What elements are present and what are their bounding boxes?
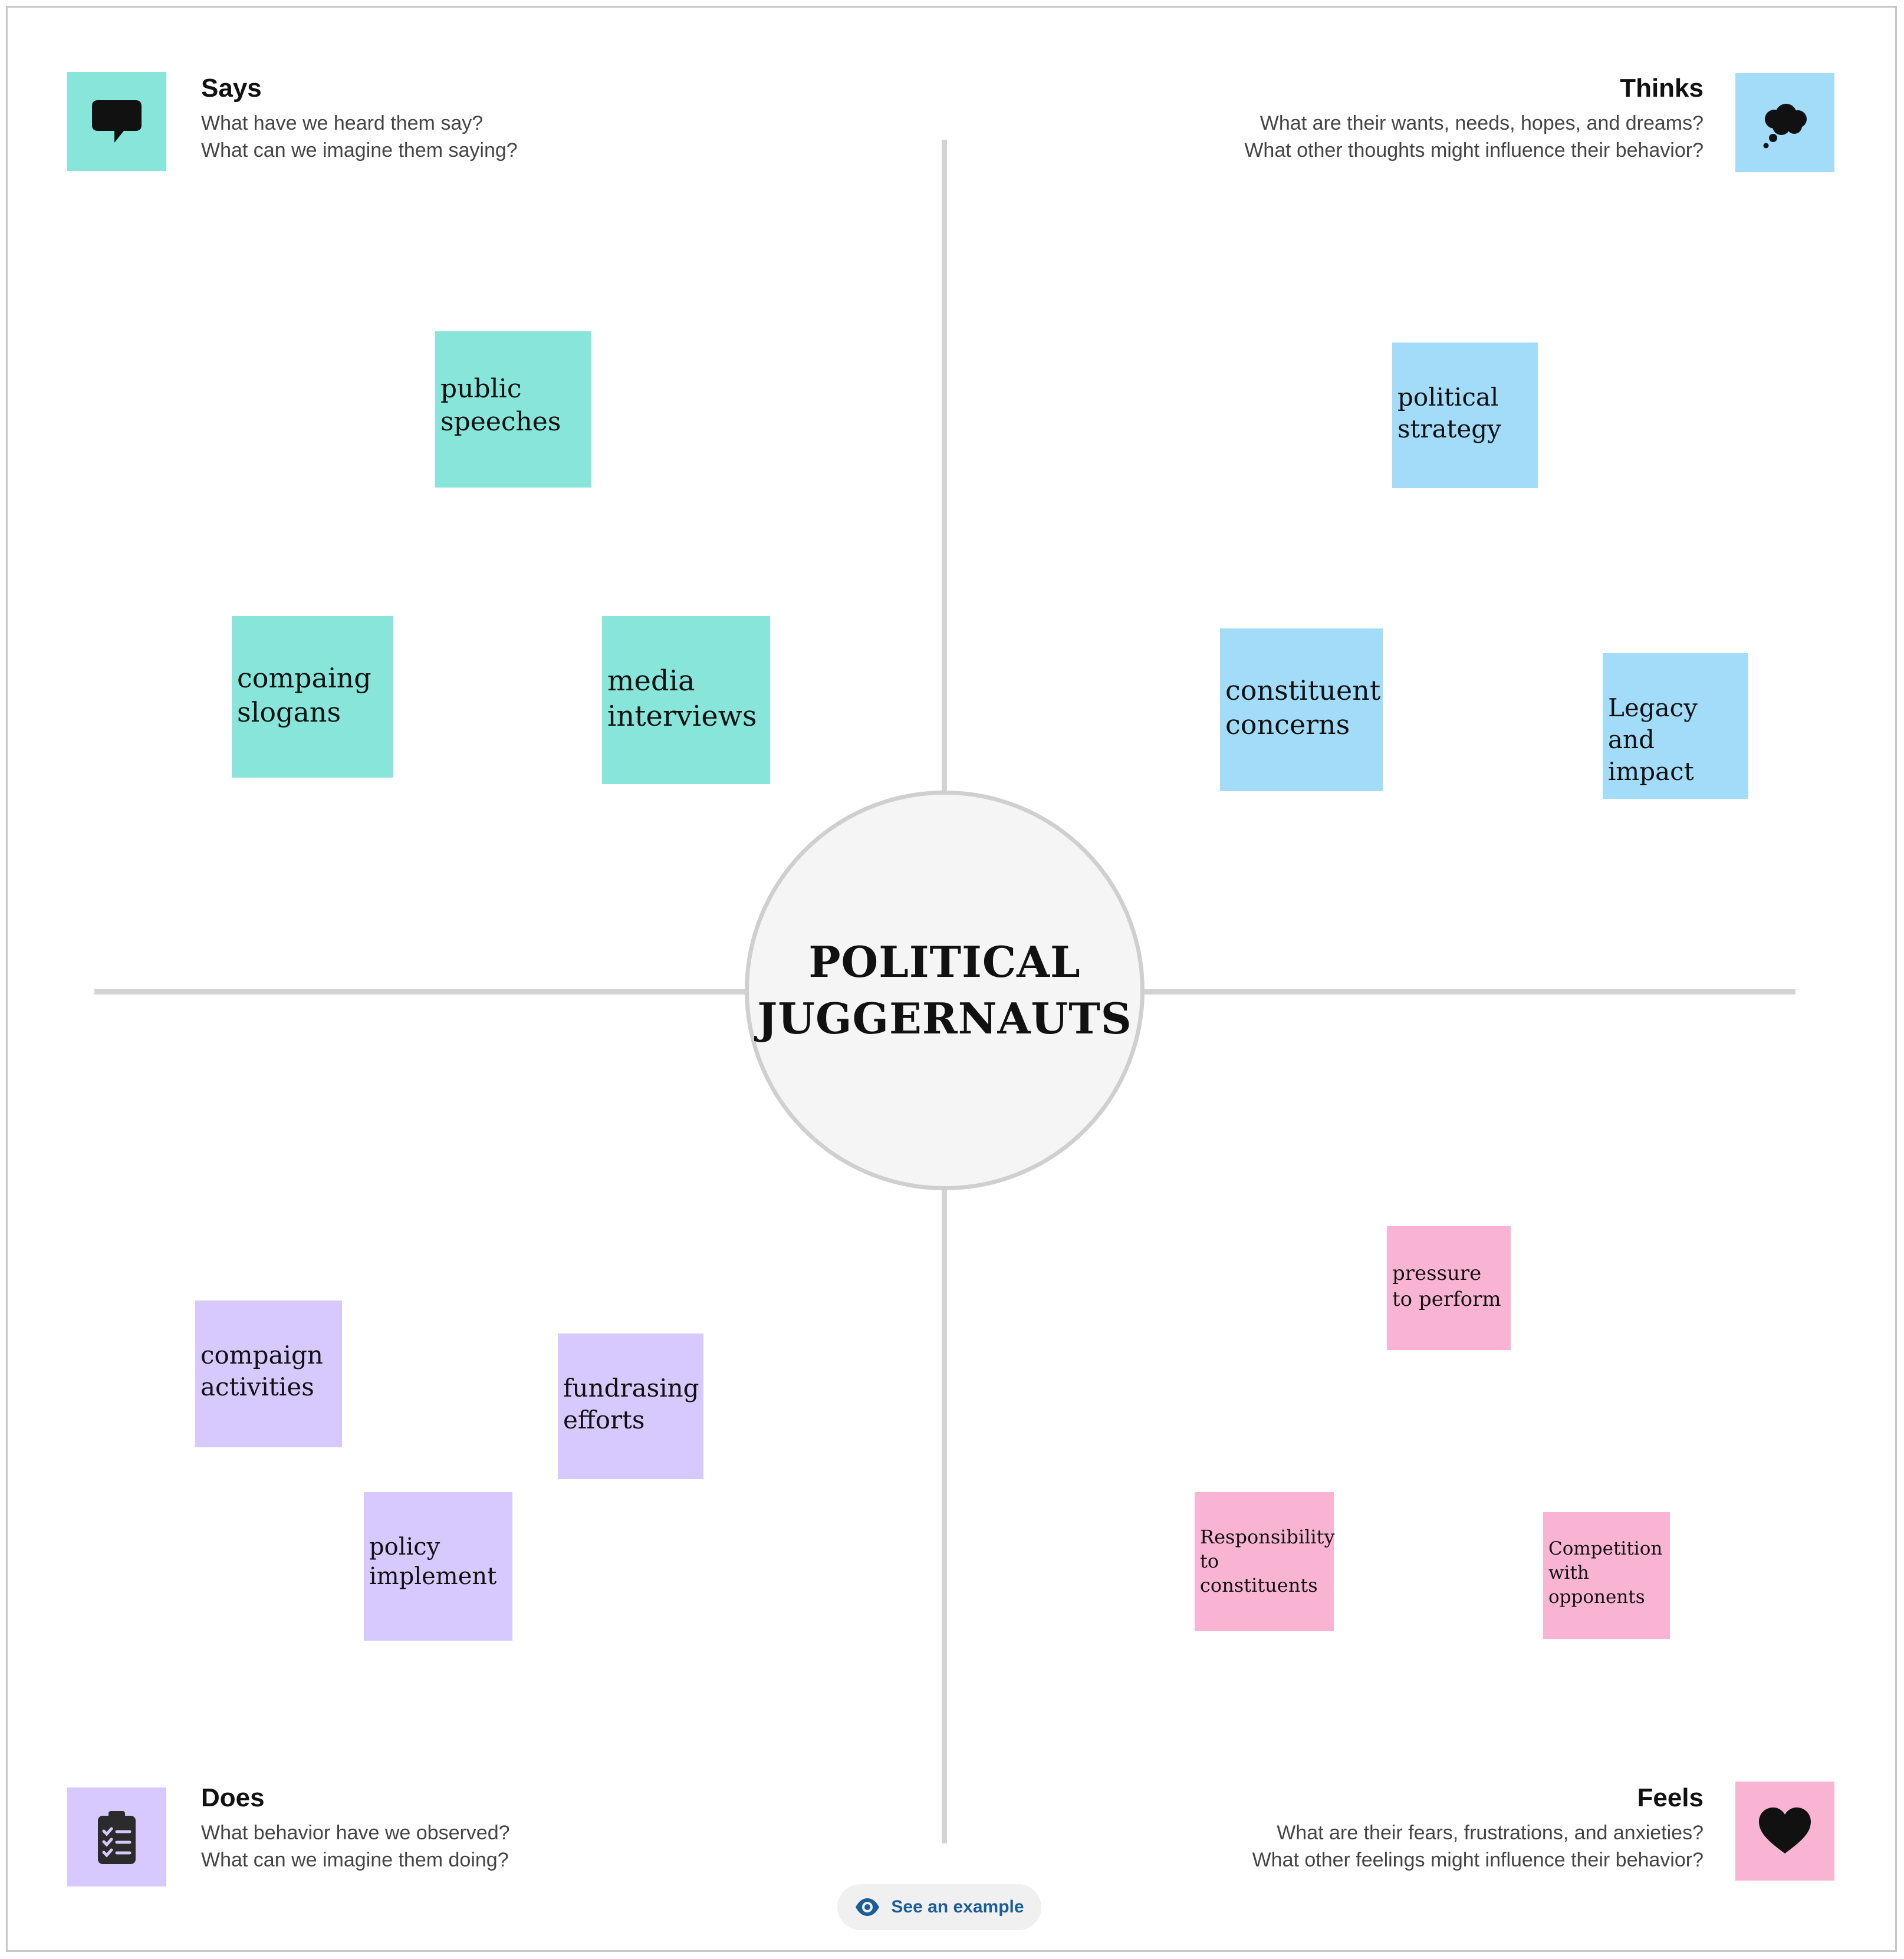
sticky-note-text: Responsibility to constituents <box>1200 1526 1335 1596</box>
thinks-title: Thinks <box>1620 74 1704 103</box>
feels-title: Feels <box>1637 1783 1704 1812</box>
sticky-note-text: Legacy and impact <box>1608 693 1698 786</box>
sticky-note[interactable]: Legacy and impact <box>1603 653 1748 799</box>
sticky-note[interactable]: compaign activities <box>195 1300 342 1447</box>
sticky-note[interactable]: compaing slogans <box>232 616 393 778</box>
sticky-note[interactable]: Competition with opponents <box>1543 1512 1670 1639</box>
feels-icon-tile <box>1735 1782 1834 1881</box>
sticky-note[interactable]: public speeches <box>435 331 591 488</box>
persona-title-line1: POLITICAL <box>808 937 1081 987</box>
sticky-note[interactable]: constituent concerns <box>1220 628 1383 791</box>
sticky-note[interactable]: political strategy <box>1392 343 1538 488</box>
sticky-note-text: compaing slogans <box>237 662 371 728</box>
thinks-header: Thinks What are their wants, needs, hope… <box>1244 72 1704 164</box>
horizontal-axis-right <box>1143 989 1796 995</box>
sticky-note[interactable]: Responsibility to constituents <box>1195 1492 1335 1631</box>
persona-title-line2: JUGGERNAUTS <box>757 993 1132 1043</box>
speech-bubble-icon <box>92 100 142 143</box>
feels-prompt-1: What are their fears, frustrations, and … <box>1277 1822 1704 1844</box>
sticky-note-text: fundrasing efforts <box>563 1374 699 1434</box>
sticky-note-text: Competition with opponents <box>1548 1538 1663 1608</box>
sticky-note[interactable]: pressure to perform <box>1387 1226 1511 1350</box>
clipboard-checklist-icon <box>98 1811 136 1864</box>
sticky-note-text: compaign activities <box>200 1341 323 1401</box>
says-icon-tile <box>67 72 166 171</box>
does-header: Does What behavior have we observed? Wha… <box>201 1782 510 1874</box>
does-title: Does <box>201 1783 265 1812</box>
persona-circle[interactable]: POLITICAL JUGGERNAUTS <box>745 791 1145 1190</box>
sticky-note[interactable]: fundrasing efforts <box>558 1334 703 1479</box>
vertical-axis-bottom <box>942 1190 947 1843</box>
horizontal-axis-left <box>94 989 746 995</box>
thought-cloud-icon <box>1763 104 1807 149</box>
vertical-axis-top <box>942 140 947 792</box>
does-icon-tile <box>67 1787 166 1886</box>
sticky-note-text: pressure to perform <box>1392 1262 1501 1311</box>
sticky-note[interactable]: media interviews <box>602 616 770 784</box>
heart-icon <box>1759 1807 1811 1853</box>
feels-prompt-2: What other feelings might influence thei… <box>1252 1849 1704 1871</box>
sticky-note[interactable]: policy implement <box>364 1492 512 1641</box>
thinks-prompt-2: What other thoughts might influence thei… <box>1244 139 1704 162</box>
feels-header: Feels What are their fears, frustrations… <box>1252 1782 1704 1874</box>
sticky-note-text: media interviews <box>607 664 757 733</box>
see-example-label: See an example <box>891 1897 1024 1917</box>
does-prompt-2: What can we imagine them doing? <box>201 1849 509 1871</box>
eye-icon <box>856 1898 880 1916</box>
thinks-icon-tile <box>1735 73 1834 172</box>
says-header: Says What have we heard them say? What c… <box>201 72 518 164</box>
thinks-prompt-1: What are their wants, needs, hopes, and … <box>1260 112 1704 134</box>
says-title: Says <box>201 74 262 103</box>
does-prompt-1: What behavior have we observed? <box>201 1822 510 1844</box>
sticky-note-text: policy implement <box>369 1533 497 1590</box>
sticky-note-text: public speeches <box>440 374 561 437</box>
sticky-note-text: political strategy <box>1397 383 1501 443</box>
see-example-button[interactable]: See an example <box>837 1884 1041 1930</box>
sticky-note-text: constituent concerns <box>1225 674 1381 740</box>
says-prompt-1: What have we heard them say? <box>201 112 484 134</box>
says-prompt-2: What can we imagine them saying? <box>201 139 518 162</box>
